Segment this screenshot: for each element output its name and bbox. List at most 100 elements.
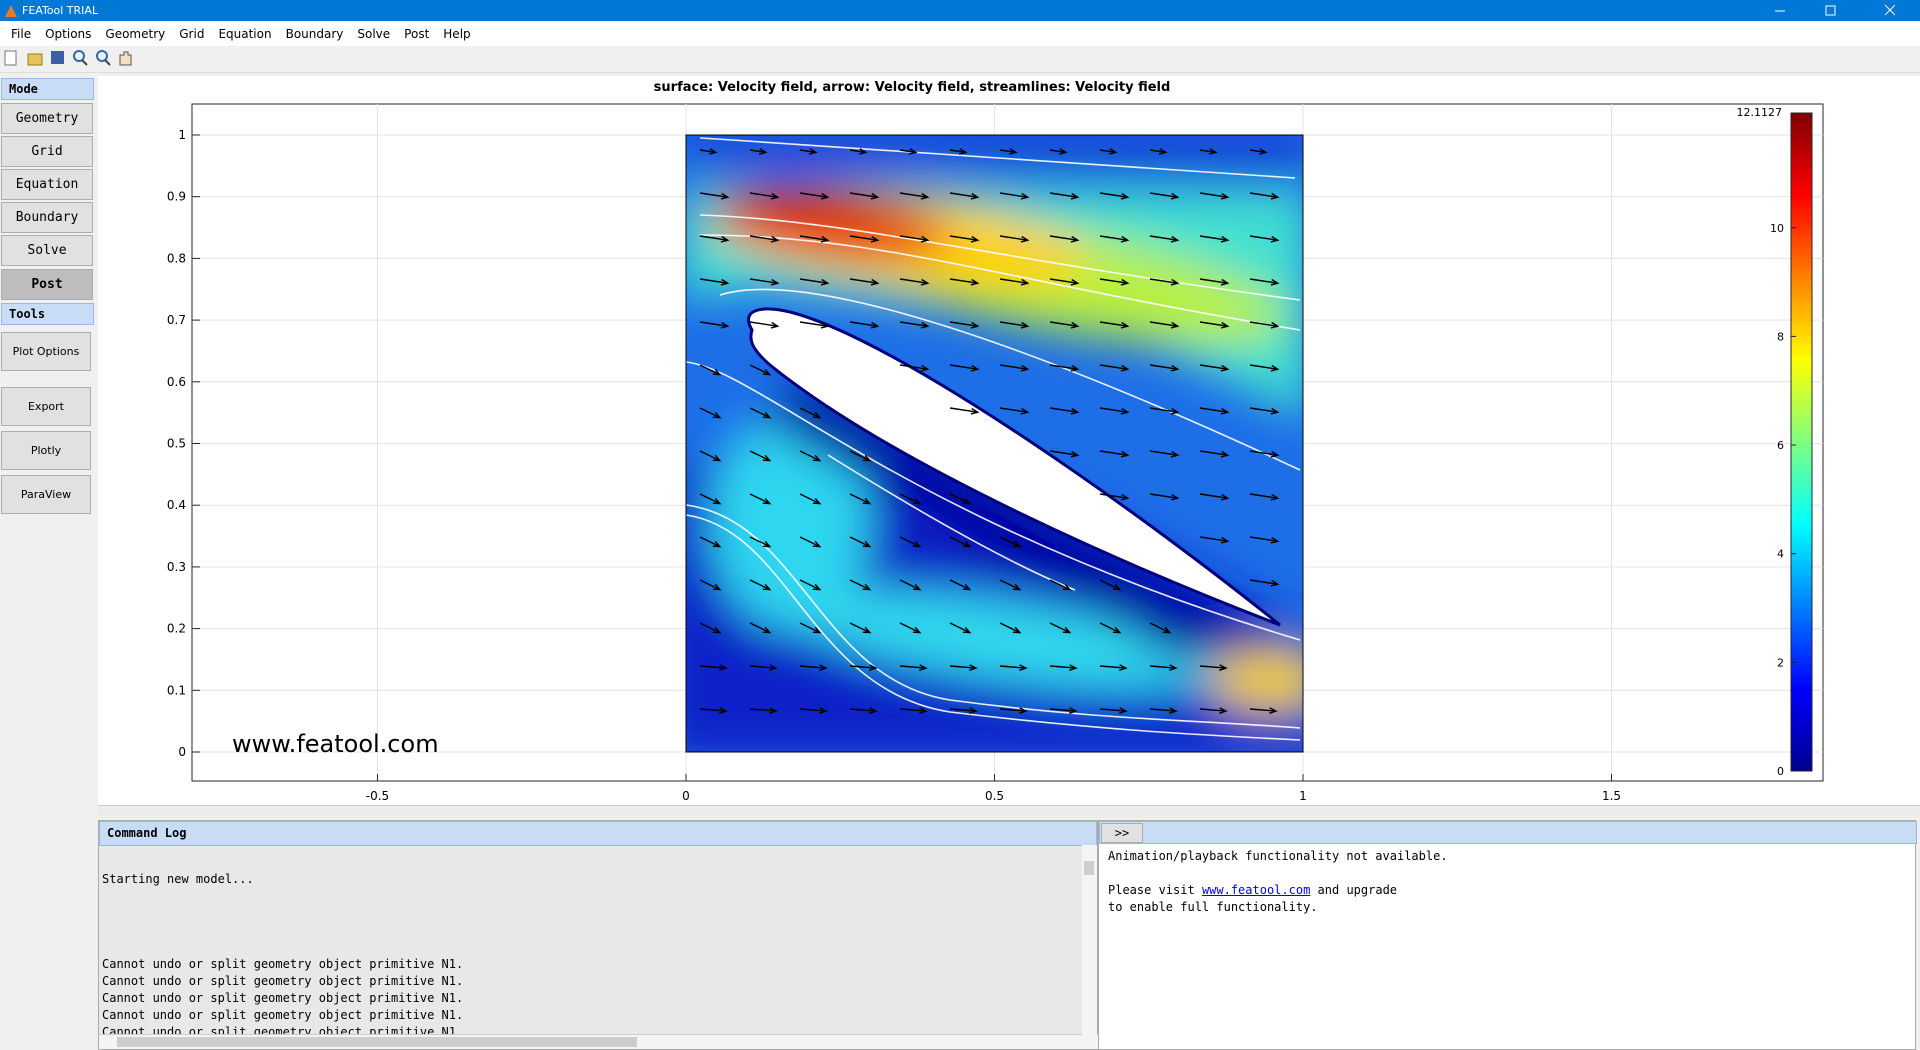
arrow — [1199, 450, 1230, 458]
arrow — [749, 707, 778, 714]
arrow — [899, 493, 922, 505]
arrow — [849, 192, 880, 200]
tool-button[interactable]: Plot Options — [1, 332, 91, 371]
arrow — [1049, 192, 1080, 200]
arrow — [1249, 364, 1280, 372]
toolbar-icons[interactable] — [0, 46, 140, 72]
arrow — [1249, 148, 1268, 155]
arrow — [849, 321, 880, 329]
arrow — [699, 707, 728, 714]
tool-button[interactable]: Plotly — [1, 431, 91, 470]
plot-title: surface: Velocity field, arrow: Velocity… — [654, 80, 1171, 95]
y-tick-label: 0.7 — [167, 313, 186, 327]
arrow — [749, 321, 780, 329]
arrow — [1149, 407, 1180, 415]
arrow — [949, 278, 980, 286]
menu-item[interactable]: Post — [404, 26, 430, 41]
arrow — [1099, 493, 1130, 501]
horizontal-scrollbar[interactable] — [99, 1034, 1099, 1049]
arrow — [749, 450, 772, 462]
arrow — [1199, 707, 1228, 714]
arrow — [999, 278, 1030, 286]
info-header — [1099, 821, 1917, 844]
arrow — [1149, 493, 1180, 501]
arrow — [1199, 235, 1230, 243]
arrow — [999, 622, 1022, 634]
arrow — [849, 148, 868, 155]
arrow — [1049, 278, 1080, 286]
arrow — [1199, 664, 1228, 671]
window-controls[interactable] — [1760, 0, 1920, 21]
splitter[interactable] — [98, 805, 1920, 818]
menu-item[interactable]: Geometry — [105, 26, 166, 41]
arrow — [899, 364, 930, 372]
arrow — [749, 536, 772, 548]
arrow — [749, 192, 780, 200]
arrow — [849, 493, 872, 505]
arrow — [1049, 450, 1080, 458]
arrow — [1099, 235, 1130, 243]
arrow — [1149, 664, 1178, 671]
tool-button[interactable]: ParaView — [1, 475, 91, 514]
tool-button[interactable]: Export — [1, 387, 91, 426]
log-line: Cannot undo or split geometry object pri… — [102, 957, 464, 971]
mode-button[interactable]: Boundary — [1, 202, 93, 233]
menu-item[interactable]: Help — [443, 26, 471, 41]
arrow — [949, 493, 972, 505]
y-tick-label: 0.1 — [167, 683, 186, 697]
arrow — [899, 321, 930, 329]
arrow — [1149, 450, 1180, 458]
mode-header: Mode — [1, 78, 94, 100]
arrow — [699, 622, 722, 634]
arrow — [949, 536, 972, 548]
menu-item[interactable]: Options — [45, 26, 92, 41]
toggle-button[interactable]: >> — [1101, 823, 1143, 843]
arrow — [1099, 321, 1130, 329]
mode-button[interactable]: Equation — [1, 169, 93, 200]
plot-panel: surface: Velocity field, arrow: Velocity… — [98, 76, 1920, 805]
arrow — [999, 707, 1028, 714]
arrow — [1099, 148, 1118, 155]
featool-link[interactable]: www.featool.com — [1201, 883, 1311, 897]
arrow — [699, 278, 730, 286]
arrow — [1249, 235, 1280, 243]
arrow — [849, 622, 872, 634]
mode-button[interactable]: Grid — [1, 136, 93, 167]
y-tick-label: 0.9 — [167, 190, 186, 204]
mode-button[interactable]: Solve — [1, 235, 93, 266]
arrow — [999, 536, 1022, 548]
arrow — [699, 536, 722, 548]
arrow — [999, 364, 1030, 372]
log-line: Cannot undo or split geometry object pri… — [102, 974, 464, 988]
arrow — [849, 707, 878, 714]
command-log-panel: Command Log Starting new model... Cannot … — [98, 820, 1099, 1050]
arrow — [699, 235, 730, 243]
arrow — [799, 707, 828, 714]
arrow — [1199, 321, 1230, 329]
log-line: Starting new model... — [102, 872, 254, 886]
arrow — [1199, 536, 1230, 544]
arrow — [949, 148, 968, 155]
menu-item[interactable]: File — [11, 26, 32, 41]
arrow — [1049, 622, 1072, 634]
menu-item[interactable]: Grid — [179, 26, 205, 41]
arrow — [699, 407, 722, 419]
arrow — [849, 278, 880, 286]
colorbar-label: 2 — [1777, 656, 1784, 669]
arrow — [1099, 450, 1130, 458]
mode-button[interactable]: Post — [1, 269, 93, 300]
menu-item[interactable]: Solve — [357, 26, 391, 41]
vertical-scrollbar[interactable] — [1082, 845, 1097, 1035]
info-suffix: and upgrade — [1317, 883, 1398, 897]
arrow — [749, 278, 780, 286]
menu-item[interactable]: Boundary — [285, 26, 344, 41]
arrow — [1199, 364, 1230, 372]
arrow — [849, 235, 880, 243]
arrow — [799, 579, 822, 591]
arrow — [1049, 235, 1080, 243]
menu-item[interactable]: Equation — [218, 26, 272, 41]
arrow — [799, 493, 822, 505]
command-log-header: Command Log — [99, 821, 1097, 846]
mode-button[interactable]: Geometry — [1, 103, 93, 134]
arrow — [999, 407, 1030, 415]
